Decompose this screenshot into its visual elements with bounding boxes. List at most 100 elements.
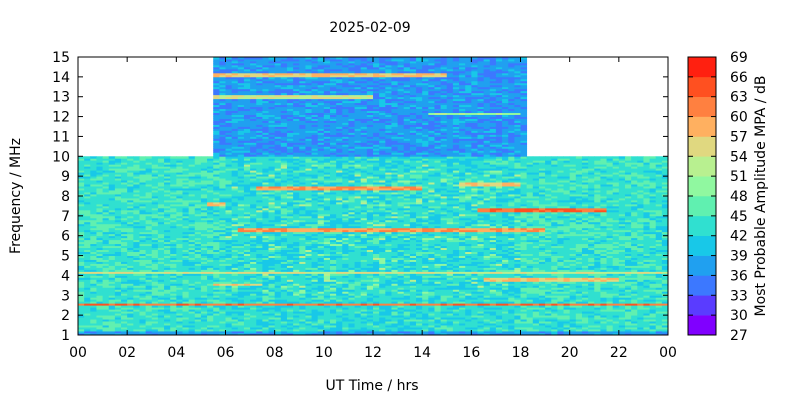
heatmap-cell (102, 259, 110, 262)
heatmap-cell (268, 277, 276, 280)
heatmap-cell (250, 291, 257, 294)
heatmap-cell (114, 285, 122, 288)
heatmap-cell (274, 305, 282, 308)
heatmap-cell (434, 293, 442, 296)
heatmap-cell (342, 295, 349, 298)
heatmap-cell (207, 257, 214, 260)
heatmap-cell (581, 297, 589, 300)
heatmap-cell (219, 245, 226, 249)
heatmap-cell (323, 329, 331, 332)
heatmap-cell (459, 279, 466, 282)
heatmap-cell (127, 307, 134, 310)
heatmap-cell (391, 331, 398, 334)
heatmap-cell (520, 247, 528, 251)
heatmap-cell (403, 243, 411, 247)
heatmap-cell (495, 325, 503, 328)
heatmap-cell (96, 301, 103, 304)
heatmap-cell (286, 267, 294, 270)
heatmap-cell (545, 233, 552, 237)
heatmap-cell (588, 239, 595, 243)
heatmap-cell (545, 333, 552, 336)
heatmap-cell (286, 297, 294, 300)
heatmap-cell (643, 315, 650, 318)
heatmap-cell (416, 275, 423, 278)
heatmap-cell (618, 279, 626, 282)
heatmap-cell (78, 305, 85, 308)
heatmap-cell (231, 287, 239, 290)
heatmap-cell (84, 259, 91, 262)
heatmap-cell (256, 291, 263, 294)
heatmap-cell (311, 321, 319, 324)
heatmap-cell (465, 291, 472, 294)
heatmap-cell (182, 295, 190, 298)
heatmap-cell (305, 293, 312, 296)
heatmap-cell (594, 253, 601, 256)
heatmap-cell (379, 245, 386, 249)
heatmap-cell (108, 325, 116, 328)
heatmap-cell (416, 263, 423, 266)
heatmap-cell (373, 267, 380, 270)
heatmap-cell (532, 239, 540, 243)
heatmap-cell (508, 317, 515, 320)
heatmap-cell (102, 237, 110, 241)
heatmap-cell (133, 289, 140, 292)
heatmap-cell (96, 257, 103, 260)
heatmap-cell (391, 249, 398, 252)
heatmap-cell (127, 305, 134, 308)
heatmap-cell (317, 307, 325, 310)
heatmap-cell (329, 271, 337, 274)
heatmap-cell (250, 235, 257, 239)
heatmap-cell (508, 275, 515, 278)
heatmap-cell (274, 271, 282, 274)
heatmap-cell (514, 309, 521, 312)
heatmap-cell (200, 233, 208, 237)
heatmap-cell (354, 261, 362, 264)
heatmap-cell (164, 297, 171, 300)
heatmap-cell (342, 271, 349, 274)
heatmap-cell (459, 251, 466, 254)
heatmap-cell (299, 303, 306, 306)
heatmap-cell (348, 313, 355, 316)
heatmap-cell (422, 271, 429, 274)
heatmap-cell (637, 261, 644, 264)
heatmap-cell (127, 255, 134, 258)
heatmap-cell (305, 239, 312, 243)
heatmap-cell (317, 281, 325, 284)
heatmap-cell (649, 323, 657, 326)
heatmap-cell (637, 263, 644, 266)
heatmap-cell (643, 249, 650, 252)
heatmap-cell (526, 289, 534, 292)
heatmap-cell (569, 283, 577, 286)
heatmap-cell (661, 233, 669, 237)
heatmap-cell (477, 241, 485, 245)
heatmap-cell (434, 331, 442, 334)
heatmap-cell (532, 245, 540, 249)
heatmap-cell (354, 249, 362, 252)
heatmap-cell (446, 243, 454, 247)
heatmap-cell (532, 231, 540, 235)
heatmap-cell (532, 271, 540, 274)
heatmap-cell (194, 257, 202, 260)
heatmap-cell (360, 285, 368, 288)
heatmap-cell (594, 283, 601, 286)
heatmap-cell (243, 243, 251, 247)
heatmap-cell (243, 259, 251, 262)
heatmap-cell (391, 307, 398, 310)
heatmap-cell (305, 333, 312, 336)
heatmap-cell (114, 253, 122, 256)
heatmap-cell (299, 309, 306, 312)
heatmap-cell (379, 295, 386, 298)
heatmap-cell (133, 327, 140, 330)
heatmap-cell (286, 303, 294, 306)
heatmap-cell (127, 233, 134, 237)
heatmap-cell (286, 283, 294, 286)
heatmap-cell (624, 315, 632, 318)
heatmap-cell (213, 295, 220, 298)
heatmap-cell (520, 319, 528, 322)
heatmap-cell (422, 241, 429, 245)
heatmap-cell (465, 257, 472, 260)
heatmap-cell (563, 323, 571, 326)
heatmap-cell (422, 289, 429, 292)
heatmap-cell (465, 251, 472, 254)
heatmap-cell (581, 295, 589, 298)
